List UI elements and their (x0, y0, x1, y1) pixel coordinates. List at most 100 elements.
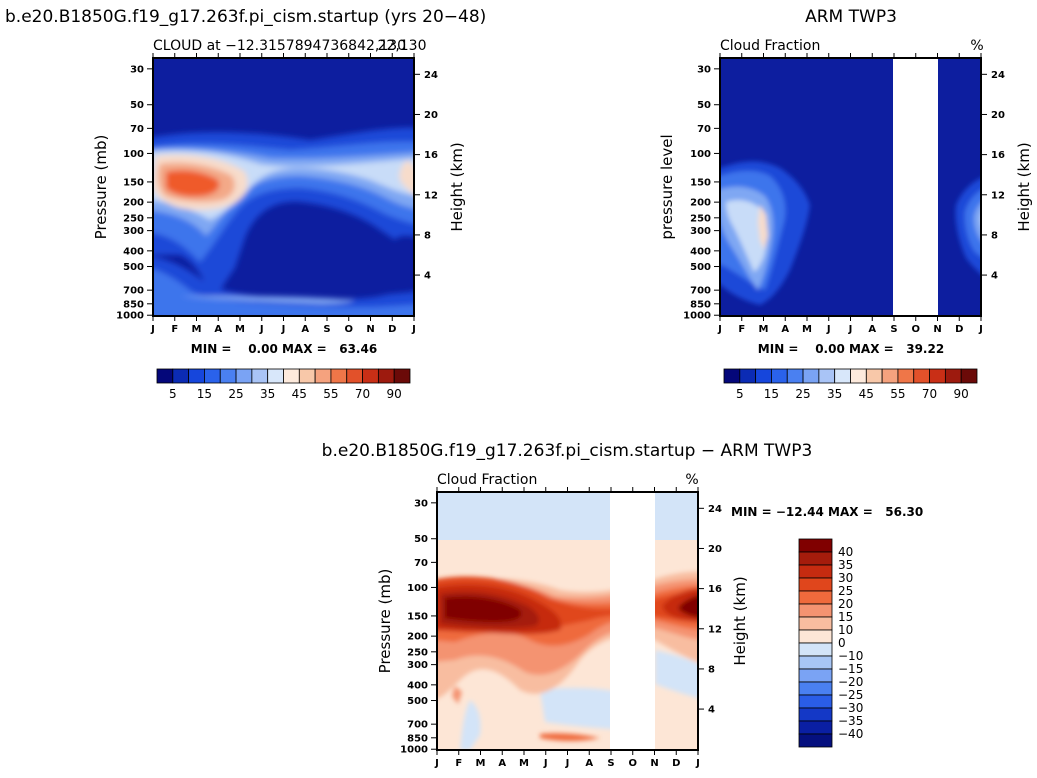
panel-model-axes: J F M A M J J A S O N D J 30 50 70 100 150 200 250 300 400 500… (116, 53, 438, 335)
colorbar-swatch (960, 368, 978, 384)
colorbar-swatch (377, 368, 395, 384)
colorbar-swatch (156, 368, 174, 384)
colorbar-swatch (204, 368, 221, 384)
y-right-tick-label: 20 (424, 110, 438, 121)
x-tick-label: J (695, 758, 700, 769)
x-tick-label: J (826, 324, 831, 335)
y-tick-label: 850 (690, 299, 711, 310)
y-right-tick-label: 12 (708, 624, 722, 635)
x-tick-label: N (650, 758, 658, 769)
y-tick-label: 500 (123, 262, 144, 273)
x-tick-label: F (171, 324, 178, 335)
colorbar-label: −25 (838, 688, 863, 702)
y-tick-label: 700 (690, 286, 711, 297)
y-tick-label: 1000 (683, 311, 711, 322)
colorbar-label: 70 (355, 387, 370, 401)
x-tick-label: J (978, 324, 983, 335)
x-tick-label: M (519, 758, 529, 769)
colorbar-label: 55 (323, 387, 338, 401)
x-tick-label: F (738, 324, 745, 335)
x-tick-label: J (717, 324, 722, 335)
y-right-tick-label: 12 (424, 190, 438, 201)
y-tick-label: 400 (690, 246, 711, 257)
x-tick-label: S (607, 758, 614, 769)
colorbar-label: −35 (838, 714, 863, 728)
y-tick-label: 250 (123, 213, 144, 224)
colorbar-swatch (865, 368, 883, 384)
y-tick-label: 100 (123, 149, 144, 160)
colorbar-swatch (283, 368, 300, 384)
colorbar-swatch (330, 368, 348, 384)
panel-model-minmax: MIN = 0.00 MAX = 63.46 (191, 342, 377, 356)
y-tick-label: 100 (407, 583, 428, 594)
y-tick-label: 700 (407, 720, 428, 731)
y-tick-label: 250 (690, 213, 711, 224)
y-right-tick-label: 8 (991, 230, 998, 241)
y-tick-label: 50 (697, 100, 711, 111)
colorbar-label: 90 (954, 387, 969, 401)
panel-model-subtitle-right: 22,130 (378, 38, 427, 54)
colorbar-label: 70 (922, 387, 937, 401)
colorbar-swatch (314, 368, 332, 384)
colorbar-swatch (251, 368, 269, 384)
colorbar-label: −15 (838, 662, 863, 676)
y-tick-label: 300 (123, 226, 144, 237)
x-tick-label: D (388, 324, 396, 335)
colorbar-swatch (267, 368, 284, 384)
panel-diff-axes: J F M A M J J A S O N D J 30 50 70 100 150 200 250 300 400 500… (400, 487, 722, 769)
x-tick-label: O (344, 324, 353, 335)
colorbar-swatch (798, 655, 833, 670)
panel-model-subtitle: CLOUD at −12.3157894736842,130 (153, 38, 406, 54)
y-tick-label: 400 (407, 680, 428, 691)
colorbar-label: 10 (838, 623, 853, 637)
colorbar-swatch (944, 368, 962, 384)
y-right-tick-label: 24 (991, 70, 1005, 81)
x-tick-label: S (323, 324, 330, 335)
panel-obs-axes: J F M A M J J A S O N D J 30 50 70 100 150 200 250 300 400 500… (683, 53, 1005, 335)
colorbar-label: 15 (197, 387, 212, 401)
colorbar-label: −10 (838, 649, 863, 663)
panel-diff-field (437, 492, 698, 750)
colorbar-swatch (881, 368, 899, 384)
y-right-tick-label: 8 (708, 664, 715, 675)
x-tick-label: J (543, 758, 548, 769)
y-tick-label: 400 (123, 246, 144, 257)
colorbar-label: −40 (838, 727, 863, 741)
y-right-tick-label: 8 (424, 230, 431, 241)
panel-obs-colorbar: 5 15 25 35 45 55 70 90 (723, 368, 978, 401)
colorbar-label: 25 (838, 584, 853, 598)
y-tick-label: 70 (414, 558, 428, 569)
colorbar-swatch (818, 368, 836, 384)
y-right-tick-label: 16 (991, 150, 1005, 161)
y-tick-label: 30 (697, 64, 711, 75)
x-tick-label: A (498, 758, 506, 769)
panel-obs-field (720, 58, 981, 316)
y-tick-label: 30 (130, 64, 144, 75)
x-tick-label: N (366, 324, 374, 335)
colorbar-swatch (798, 603, 833, 618)
colorbar-swatch (739, 368, 757, 384)
colorbar-swatch (786, 368, 804, 384)
colorbar-label: 35 (838, 558, 853, 572)
x-tick-label: D (672, 758, 680, 769)
y-tick-label: 50 (130, 100, 144, 111)
colorbar-label: −30 (838, 701, 863, 715)
y-right-tick-label: 24 (708, 504, 722, 515)
colorbar-swatch (771, 368, 788, 384)
colorbar-swatch (798, 616, 833, 631)
colorbar-swatch (188, 368, 205, 384)
y-right-tick-label: 20 (991, 110, 1005, 121)
colorbar-label: 5 (169, 387, 177, 401)
panel-obs: ARM TWP3 Cloud Fraction % J F M A M J J A S O N D J 3… (658, 7, 1033, 401)
y-right-tick-label: 4 (991, 271, 998, 282)
x-tick-label: F (455, 758, 462, 769)
colorbar-swatch (798, 577, 833, 592)
colorbar-swatch (755, 368, 772, 384)
colorbar-swatch (798, 642, 833, 657)
x-tick-label: D (955, 324, 963, 335)
colorbar-swatch (346, 368, 363, 384)
y-tick-label: 30 (414, 498, 428, 509)
x-tick-label: J (848, 324, 853, 335)
x-tick-label: A (868, 324, 876, 335)
